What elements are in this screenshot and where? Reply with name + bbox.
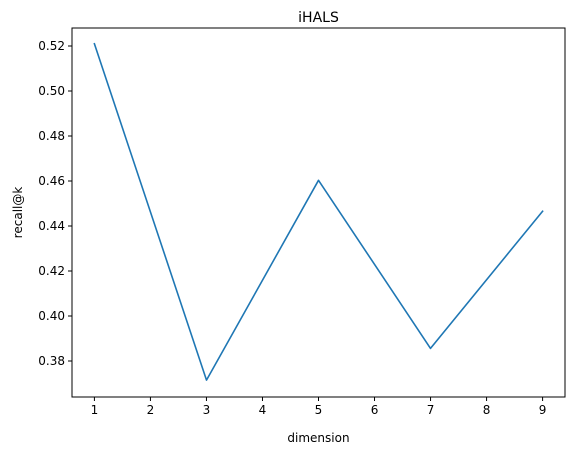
- y-axis: 0.38 0.40 0.42 0.44 0.46 0.48 0.50 0.52: [38, 39, 72, 368]
- x-tick-label: 6: [371, 403, 379, 417]
- x-tick-label: 8: [483, 403, 491, 417]
- x-axis: 1 2 3 4 5 6 7 8 9: [91, 397, 547, 417]
- y-tick-label: 0.42: [38, 264, 65, 278]
- plot-area: [71, 27, 566, 398]
- x-tick-label: 9: [539, 403, 547, 417]
- y-tick-label: 0.44: [38, 219, 65, 233]
- x-tick-label: 7: [427, 403, 435, 417]
- y-tick-label: 0.52: [38, 39, 65, 53]
- chart-title: iHALS: [298, 10, 339, 26]
- x-tick-label: 2: [147, 403, 155, 417]
- y-tick-label: 0.50: [38, 84, 65, 98]
- x-tick-label: 3: [203, 403, 211, 417]
- y-tick-label: 0.40: [38, 309, 65, 323]
- x-tick-label: 1: [91, 403, 99, 417]
- x-axis-label: dimension: [287, 431, 349, 445]
- y-tick-label: 0.48: [38, 129, 65, 143]
- y-tick-label: 0.46: [38, 174, 65, 188]
- y-tick-label: 0.38: [38, 354, 65, 368]
- series-line: [93, 42, 544, 381]
- x-tick-label: 4: [259, 403, 267, 417]
- x-tick-label: 5: [315, 403, 323, 417]
- y-axis-label: recall@k: [11, 187, 25, 239]
